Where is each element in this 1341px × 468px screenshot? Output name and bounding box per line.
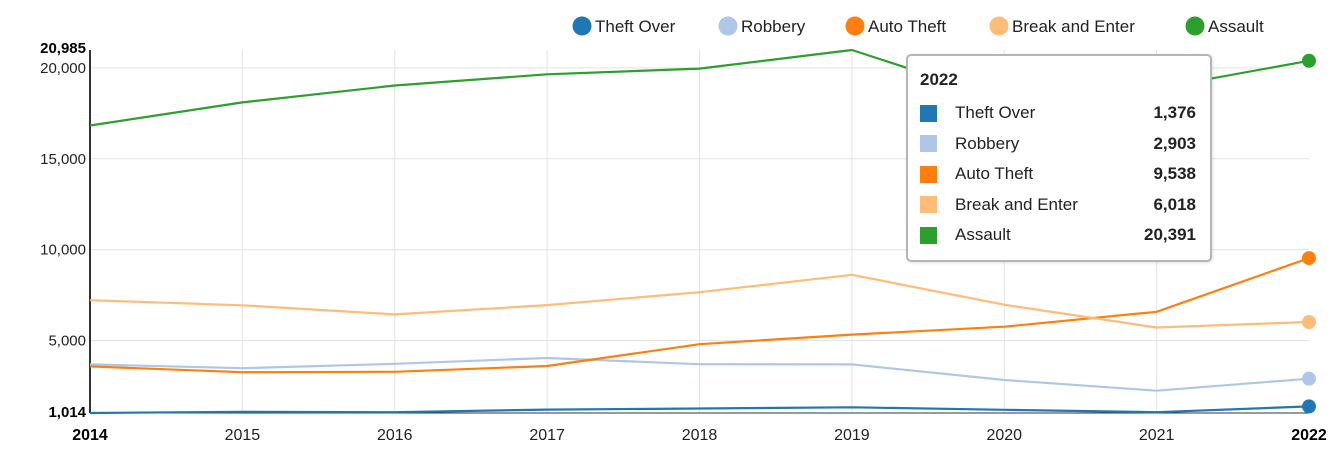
- series-line: [89, 257, 1310, 374]
- tooltip-row: Robbery 2,903: [920, 129, 1196, 160]
- x-tick-label: 2019: [834, 427, 870, 444]
- legend-marker: [1185, 16, 1205, 36]
- legend-marker: [572, 16, 592, 36]
- tooltip-row: Assault 20,391: [920, 220, 1196, 251]
- x-tick-label: 2022: [1291, 427, 1327, 444]
- legend-marker: [845, 16, 865, 36]
- tooltip-row: Theft Over 1,376: [920, 98, 1196, 129]
- series-end-marker: [1302, 53, 1316, 68]
- x-axis: 2014 2015 2016 2017 2018 2019 2020 2021 2022: [72, 412, 1327, 444]
- legend-item[interactable]: Auto Theft: [845, 16, 947, 37]
- legend: Theft Over Robbery Auto Theft Break and Ent…: [572, 16, 1265, 37]
- tooltip-series-value: 6,018: [1153, 194, 1196, 214]
- x-tick-label: 2017: [529, 427, 565, 444]
- legend-label: Break and Enter: [1012, 17, 1135, 36]
- y-tick-label: 20,985: [40, 40, 86, 57]
- y-tick-label: 15,000: [40, 151, 86, 168]
- legend-label: Robbery: [741, 17, 806, 36]
- tooltip-rows: Theft Over 1,376 Robbery 2,903 Auto Theft 9,5…: [920, 98, 1196, 251]
- tooltip-series-value: 20,391: [1144, 225, 1196, 245]
- x-tick-label: 2018: [682, 427, 718, 444]
- tooltip-row: Break and Enter 6,018: [920, 190, 1196, 221]
- series-line: [89, 273, 1310, 329]
- tooltip-series-name: Auto Theft: [955, 164, 1034, 184]
- x-tick-label: 2020: [986, 427, 1022, 444]
- legend-marker: [989, 16, 1009, 36]
- legend-item[interactable]: Robbery: [718, 16, 806, 37]
- x-tick-label: 2016: [377, 427, 413, 444]
- tooltip-swatch: [920, 196, 937, 214]
- series-end-marker: [1302, 399, 1316, 414]
- series-line: [89, 405, 1310, 415]
- series-end-marker: [1302, 251, 1316, 266]
- series-end-marker: [1302, 371, 1316, 386]
- legend-item[interactable]: Break and Enter: [989, 16, 1136, 37]
- legend-marker: [718, 16, 738, 36]
- series-end-marker: [1302, 315, 1316, 330]
- x-tick-label: 2015: [225, 427, 261, 444]
- tooltip-swatch: [920, 135, 937, 153]
- x-tick-label: 2021: [1139, 427, 1175, 444]
- legend-label: Auto Theft: [868, 17, 946, 36]
- legend-item[interactable]: Assault: [1185, 16, 1265, 37]
- tooltip-series-name: Break and Enter: [955, 194, 1078, 214]
- tooltip-swatch: [920, 104, 937, 122]
- y-tick-label: 20,000: [40, 60, 86, 77]
- tooltip-series-name: Theft Over: [955, 103, 1036, 123]
- tooltip-series-name: Assault: [955, 225, 1011, 245]
- tooltip-series-value: 9,538: [1153, 164, 1196, 184]
- tooltip-series-value: 1,376: [1153, 103, 1196, 123]
- series-line: [89, 356, 1310, 392]
- tooltip-title: 2022: [920, 70, 958, 89]
- x-tick-label: 2014: [72, 427, 108, 444]
- tooltip-row: Auto Theft 9,538: [920, 159, 1196, 190]
- y-tick-label: 1,014: [48, 404, 86, 421]
- legend-label: Assault: [1208, 17, 1264, 36]
- y-tick-label: 5,000: [48, 333, 86, 350]
- tooltip-series-name: Robbery: [955, 133, 1020, 153]
- legend-item[interactable]: Theft Over: [572, 16, 676, 37]
- tooltip: 2022 Theft Over 1,376 Robbery 2,903 Auto The…: [906, 54, 1212, 262]
- tooltip-swatch: [920, 165, 937, 183]
- end-markers: [1302, 53, 1316, 414]
- y-axis: 1,014 5,000 10,000 15,000 20,000 20,985: [40, 40, 91, 421]
- tooltip-series-value: 2,903: [1153, 133, 1196, 153]
- legend-label: Theft Over: [595, 17, 676, 36]
- tooltip-swatch: [920, 226, 937, 244]
- y-tick-label: 10,000: [40, 242, 86, 259]
